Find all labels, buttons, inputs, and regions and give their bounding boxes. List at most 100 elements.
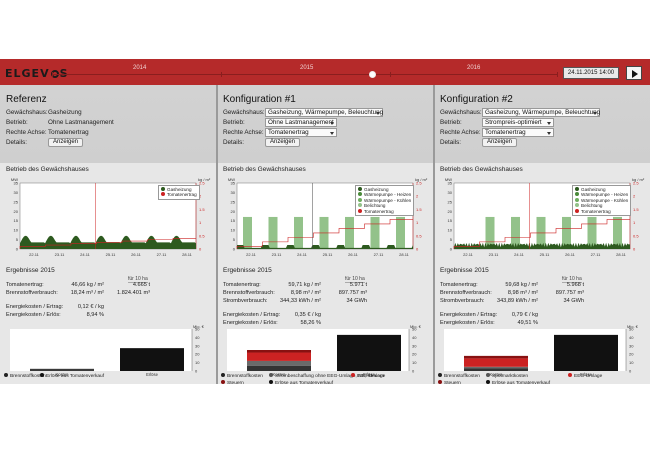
x-tick-label: 22.11 — [463, 252, 473, 257]
config-column: Referenz Gewächshaus: Gasheizung Betrieb: Oh… — [0, 85, 216, 384]
legend-item: Wärmepumpe - Heizen — [358, 192, 411, 197]
y-tick-label: 30 — [448, 190, 453, 195]
result-value-10ha: 34 GWh — [346, 298, 367, 304]
x-tick-label: 28.11 — [182, 252, 192, 257]
bar-legend-item: Strombeschaffung ohne EEG-Umlage, NE, St… — [269, 373, 384, 379]
legend-swatch — [269, 380, 273, 384]
x-tick-label: 24.11 — [514, 252, 524, 257]
legend-swatch — [575, 192, 579, 197]
result-label: Energiekosten / Ertrag: — [440, 312, 498, 318]
x-tick-label: 22.11 — [29, 252, 39, 257]
legend-swatch — [161, 192, 165, 197]
bar-category-label: Kosten — [272, 372, 286, 377]
bar-segment — [464, 358, 528, 367]
legend-swatch — [358, 187, 362, 191]
bar-category-label: Erlöse — [363, 372, 376, 377]
bar-legend-label: Erlöse aus Tomatenverkauf — [46, 374, 105, 379]
result-value: 343,89 kWh / m² — [496, 298, 538, 304]
details-button[interactable]: Anzeigen — [265, 138, 301, 147]
result-value-10ha: 34 GWh — [563, 298, 584, 304]
bar-y-tick: 50 — [629, 327, 634, 332]
field-label: Details: — [440, 139, 461, 146]
details-button[interactable]: Anzeigen — [482, 138, 518, 147]
select-dropdown[interactable]: Strompreis-optimiert — [482, 118, 554, 127]
bar-y-tick: 40 — [195, 335, 200, 340]
bar-segment — [554, 334, 618, 371]
y-tick-label: 20 — [231, 209, 236, 214]
timeline-tick — [52, 72, 53, 77]
lighting-block — [511, 216, 520, 249]
chevron-down-icon — [547, 122, 551, 125]
bar-segment — [247, 350, 311, 353]
y2-tick-label: 1.5 — [416, 207, 422, 212]
bar-segment — [337, 334, 401, 371]
y2-axis-unit: kg / m² — [632, 177, 645, 182]
column-divider — [433, 85, 435, 384]
x-tick-label: 28.11 — [616, 252, 626, 257]
timeline-track[interactable] — [52, 74, 557, 75]
bar-legend-item: Steuern — [438, 380, 461, 386]
play-button[interactable] — [626, 66, 642, 80]
datetime-field[interactable]: 24.11.2015 14:00 — [563, 67, 619, 79]
x-tick-label: 24.11 — [80, 252, 90, 257]
select-dropdown[interactable]: Gasheizung, Wärmepumpe, Beleuchtung — [265, 108, 383, 117]
bar-legend-label: Strombeschaffung ohne EEG-Umlage, NE, St… — [275, 374, 385, 379]
legend-swatch — [358, 192, 362, 197]
legend-item: Wärmepumpe - Kühlen — [358, 197, 411, 203]
result-value: 58,26 % — [300, 320, 321, 326]
y-tick-label: 5 — [16, 237, 19, 242]
bar-legend-item: Brennstoffkosten — [4, 373, 46, 379]
legend-swatch — [575, 187, 579, 191]
legend-swatch — [358, 203, 362, 208]
bar-legend-item: Brennstoffkosten — [438, 373, 480, 379]
bar-segment — [120, 348, 184, 371]
timeline-year: 2015 — [300, 65, 314, 71]
x-tick-label: 23.11 — [55, 252, 65, 257]
bar-axis-unit: Mio. € — [193, 324, 205, 329]
y-tick-label: 25 — [231, 199, 236, 204]
result-value-10ha: 1.824.401 m³ — [117, 290, 150, 296]
select-dropdown[interactable]: Gasheizung, Wärmepumpe, Beleuchtung — [482, 108, 600, 117]
y2-tick-label: 0 — [633, 247, 636, 252]
legend-swatch — [221, 373, 225, 377]
select-dropdown[interactable]: Ohne Lastmanagement — [265, 118, 337, 127]
y2-axis-unit: kg / m² — [415, 177, 428, 182]
y-tick-label: 35 — [448, 181, 453, 186]
y-tick-label: 35 — [231, 181, 236, 186]
chart-legend: Gasheizung Tomatenertrag — [158, 185, 200, 200]
bar-legend-item: Erlöse aus Tomatenverkauf — [40, 373, 104, 379]
result-label: Brennstoffverbrauch: — [223, 290, 275, 296]
field-label: Details: — [223, 139, 244, 146]
bar-legend-label: Brennstoffkosten — [444, 374, 480, 379]
result-value: 0,79 € / kg — [511, 312, 538, 318]
field-label: Rechte Achse: — [223, 129, 264, 136]
bar-category-label: Kosten — [55, 372, 69, 377]
bar-y-tick: 30 — [195, 343, 200, 348]
lighting-block — [243, 216, 252, 249]
chevron-down-icon — [593, 112, 597, 115]
y-tick-label: 25 — [14, 199, 19, 204]
legend-item: Belichtung — [575, 203, 628, 208]
select-dropdown[interactable]: Tomatenertrag — [482, 128, 554, 137]
legend-label: Tomatenertrag — [581, 208, 611, 214]
timeline-handle[interactable] — [369, 71, 376, 78]
x-tick-label: 22.11 — [246, 252, 256, 257]
bar-y-tick: 30 — [412, 343, 417, 348]
select-dropdown[interactable]: Tomatenertrag — [265, 128, 337, 137]
bar-legend-label: Brennstoffkosten — [227, 374, 263, 379]
bar-segment — [30, 368, 94, 371]
timeline-tick — [557, 72, 558, 77]
column-title: Konfiguration #2 — [440, 94, 513, 105]
chart-title: Betrieb des Gewächshauses — [223, 166, 306, 173]
details-button[interactable]: Anzeigen — [48, 138, 84, 147]
legend-item: Wärmepumpe - Kühlen — [575, 197, 628, 203]
y-tick-label: 0 — [450, 247, 453, 252]
chart-legend: Gasheizung Wärmepumpe - Heizen Wärmepumpe … — [355, 185, 415, 217]
y2-tick-label: 1 — [633, 220, 636, 225]
y-tick-label: 10 — [14, 228, 19, 233]
column-title: Referenz — [6, 94, 47, 105]
x-tick-label: 28.11 — [399, 252, 409, 257]
y-tick-label: 15 — [14, 218, 19, 223]
column-divider — [216, 85, 218, 384]
result-label: Brennstoffverbrauch: — [440, 290, 492, 296]
